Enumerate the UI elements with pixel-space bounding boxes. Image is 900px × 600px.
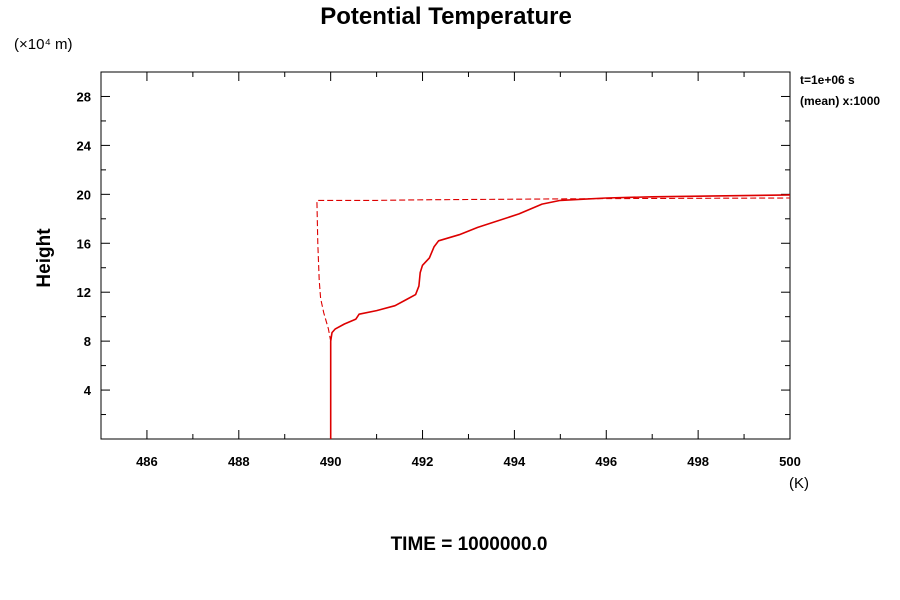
y-tick-label: 28 — [77, 89, 91, 104]
chart-title: Potential Temperature — [320, 3, 572, 30]
x-tick-label: 492 — [412, 454, 434, 469]
time-annotation: t=1e+06 s — [800, 73, 855, 87]
x-tick-label: 498 — [687, 454, 709, 469]
axis-ticks: 486 488 490 492 494 496 498 500 4 8 12 16 20 24 28 — [77, 72, 801, 469]
y-tick-label: 24 — [77, 138, 92, 153]
x-axis-unit: (K) — [789, 475, 809, 492]
x-tick-label: 494 — [504, 454, 526, 469]
solid-profile-line — [329, 194, 791, 439]
data-series — [316, 194, 791, 439]
y-tick-label: 12 — [77, 285, 91, 300]
x-tick-label: 486 — [136, 454, 158, 469]
y-tick-label: 8 — [84, 334, 91, 349]
mean-annotation: (mean) x:1000 — [800, 94, 880, 108]
dashed-profile-line — [316, 197, 791, 378]
x-tick-label: 500 — [779, 454, 801, 469]
y-tick-label: 4 — [84, 383, 92, 398]
plot-area-border — [100, 71, 791, 440]
time-footer: TIME = 1000000.0 — [391, 534, 548, 555]
y-axis-label: Height — [34, 228, 55, 288]
y-tick-label: 20 — [77, 187, 91, 202]
y-tick-label: 16 — [77, 236, 91, 251]
x-tick-label: 496 — [595, 454, 617, 469]
plot-frame — [100, 71, 791, 440]
x-tick-label: 490 — [320, 454, 342, 469]
y-scale-note: (×10⁴ m) — [14, 36, 73, 53]
x-tick-label: 488 — [228, 454, 250, 469]
